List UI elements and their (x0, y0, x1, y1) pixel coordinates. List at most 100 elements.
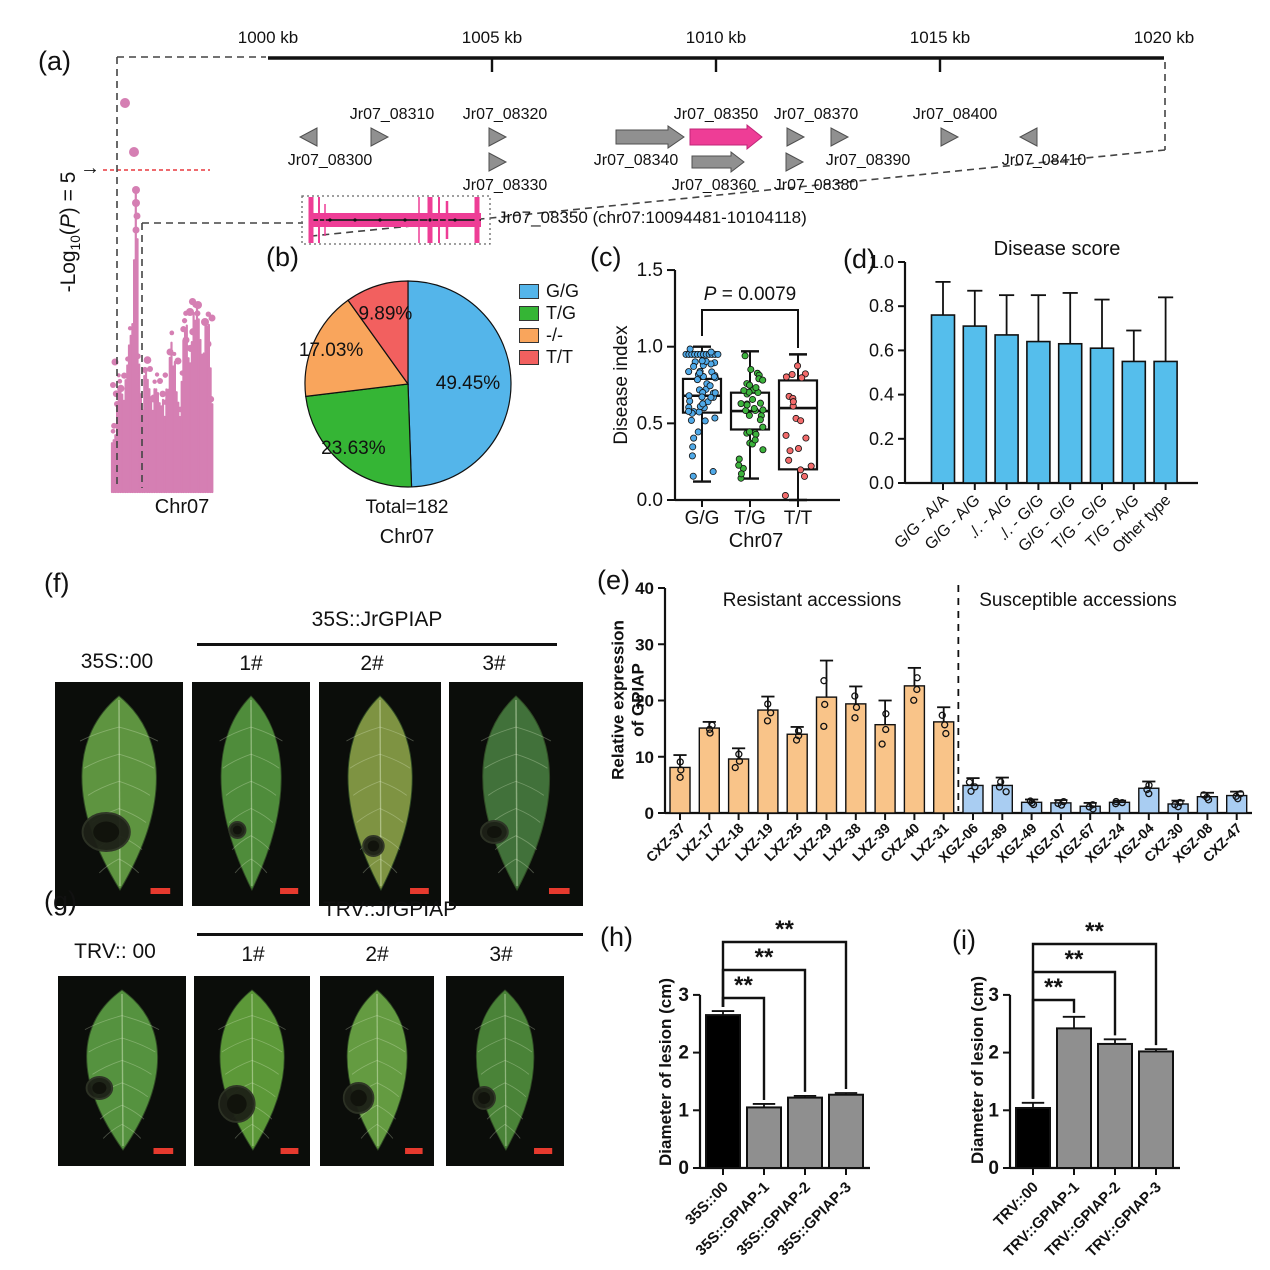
rep1-label-f: 1# (239, 652, 263, 675)
svg-text:2: 2 (678, 1043, 689, 1064)
disease-score-bar-chart: 0.00.20.40.60.81.0G/G - A/AG/G - A/G./. … (869, 252, 1198, 557)
resistant-group-label: Resistant accessions (722, 590, 902, 611)
svg-text:**: ** (1085, 918, 1104, 945)
svg-text:1.5: 1.5 (637, 260, 663, 281)
svg-text:17.03%: 17.03% (299, 340, 364, 361)
svg-text:49.45%: 49.45% (436, 373, 501, 394)
svg-text:XGZ-04: XGZ-04 (1111, 820, 1157, 866)
pie-x-axis-label: Chr07 (379, 526, 435, 548)
gene-label-jr07-08310: Jr07_08310 (349, 106, 435, 123)
svg-text:3: 3 (678, 985, 689, 1006)
leaf-photo-35s-gpiap-3 (449, 682, 583, 906)
gene-label-jr07-08370: Jr07_08370 (773, 106, 859, 123)
leaf-photo-trv-gpiap-3 (446, 976, 564, 1166)
boxplot-y-axis-label: Disease index (611, 325, 632, 445)
svg-text:TRV::GPIAP-1: TRV::GPIAP-1 (1001, 1179, 1083, 1261)
pie-legend-item: G/G (519, 280, 579, 302)
leaf-photo-trv-00 (58, 976, 186, 1166)
svg-text:TRV::GPIAP-2: TRV::GPIAP-2 (1042, 1179, 1124, 1261)
svg-text:XGZ-67: XGZ-67 (1052, 820, 1098, 866)
control-trv-label: TRV:: 00 (74, 940, 156, 963)
svg-text:LXZ-29: LXZ-29 (790, 820, 834, 864)
panel-i-label: (i) (952, 925, 976, 955)
svg-text:2: 2 (988, 1043, 999, 1064)
svg-text:0.0: 0.0 (637, 490, 663, 511)
panel-d-label: (d) (843, 244, 876, 274)
panel-e-label: (e) (597, 565, 630, 595)
svg-text:35S::GPIAP-1: 35S::GPIAP-1 (692, 1179, 772, 1259)
rep2-label-g: 2# (365, 943, 389, 966)
legend-label: G/G (546, 280, 580, 301)
rep3-label-g: 3# (489, 943, 513, 966)
svg-text:35S::GPIAP-3: 35S::GPIAP-3 (774, 1179, 854, 1259)
gene-label-jr07-08390: Jr07_08390 (825, 152, 911, 169)
ruler-tick-1005kb: 1005 kb (461, 28, 523, 47)
gwas-x-axis-label: Chr07 (154, 496, 210, 518)
panel-g-label: (g) (44, 886, 77, 916)
rep3-label-f: 3# (482, 652, 506, 675)
gene-label-jr07-08320: Jr07_08320 (462, 106, 548, 123)
gene-label-jr07-08350: Jr07_08350 (673, 106, 759, 123)
svg-text:LXZ-31: LXZ-31 (907, 820, 951, 864)
ruler-tick-1020kb: 1020 kb (1133, 28, 1195, 47)
lesion-trv-bar-chart: 0 1 2 3TRV::00TRV::GPIAP-1TRV::GPIAP-2TRV::… (988, 918, 1180, 1261)
silencing-header: TRV::JrGPIAP (322, 898, 458, 921)
ruler-tick-1000kb: 1000 kb (237, 28, 299, 47)
svg-text:0.6: 0.6 (869, 340, 894, 360)
legend-label: T/T (546, 346, 573, 367)
svg-text:1: 1 (988, 1100, 999, 1121)
svg-text:35S::00: 35S::00 (682, 1179, 732, 1229)
svg-text:**: ** (734, 972, 753, 999)
leaf-photo-35s-gpiap-1 (192, 682, 310, 906)
svg-text:Other type: Other type (1110, 492, 1175, 557)
leaf-photo-35s-00 (55, 682, 183, 906)
svg-text:**: ** (1044, 974, 1063, 1001)
gene-label-jr07-08400: Jr07_08400 (912, 106, 998, 123)
svg-text:T/G - G/G: T/G - G/G (1049, 492, 1111, 554)
svg-text:CXZ-30: CXZ-30 (1141, 820, 1187, 866)
svg-text:LXZ-17: LXZ-17 (673, 820, 717, 864)
pie-legend-item: -/- (519, 324, 579, 346)
svg-text:CXZ-37: CXZ-37 (643, 820, 689, 866)
svg-text:G/G - A/A: G/G - A/A (891, 492, 952, 553)
legend-swatch-icon (519, 305, 539, 321)
svg-text:LXZ-18: LXZ-18 (702, 820, 746, 864)
legend-swatch-icon (519, 349, 539, 365)
legend-label: T/G (546, 302, 576, 323)
svg-text:TRV::00: TRV::00 (991, 1179, 1042, 1230)
svg-text:T/G: T/G (734, 508, 766, 529)
svg-text:0: 0 (678, 1158, 689, 1179)
svg-text:1: 1 (678, 1100, 689, 1121)
pie-total-label: Total=182 (365, 497, 449, 518)
svg-text:XGZ-24: XGZ-24 (1082, 820, 1128, 866)
svg-text:LXZ-19: LXZ-19 (732, 820, 776, 864)
svg-text:G/G: G/G (685, 508, 720, 529)
svg-text:1.0: 1.0 (637, 337, 663, 358)
gwas-y-axis-label: -Log10(P) = 5 (56, 171, 84, 293)
expression-bar-chart: 010203040CXZ-37LXZ-17LXZ-18LXZ-19LXZ-25L… (635, 579, 1252, 866)
leaf-photo-trv-gpiap-2 (320, 976, 434, 1166)
svg-text:G/G - A/G: G/G - A/G (922, 492, 984, 554)
pie-legend-item: T/G (519, 302, 579, 324)
rep2-label-f: 2# (360, 652, 384, 675)
svg-text:0.2: 0.2 (869, 429, 894, 449)
leaf-photo-35s-gpiap-2 (319, 682, 441, 906)
legend-swatch-icon (519, 327, 539, 343)
svg-text:3: 3 (988, 985, 999, 1006)
pie-legend: G/G T/G -/- T/T (519, 280, 579, 368)
expression-y-axis-label: Relative expression of GPIAP (608, 620, 647, 780)
svg-text:XGZ-08: XGZ-08 (1170, 820, 1216, 866)
gene-label-jr07-08410: Jr07_08410 (1001, 152, 1087, 169)
susceptible-group-label: Susceptible accessions (979, 590, 1177, 611)
gene-label-jr07-08380: Jr07_08380 (773, 177, 859, 194)
legend-label: -/- (546, 324, 563, 345)
silencing-header-underline (197, 933, 583, 936)
svg-text:**: ** (1065, 946, 1084, 973)
svg-text:**: ** (775, 916, 794, 943)
overexpression-header: 35S::JrGPIAP (311, 608, 443, 631)
panel-h-label: (h) (600, 922, 633, 952)
gwas-locus-diagram (103, 56, 1166, 494)
panel-b-label: (b) (266, 242, 299, 272)
svg-text:0.5: 0.5 (637, 413, 663, 434)
